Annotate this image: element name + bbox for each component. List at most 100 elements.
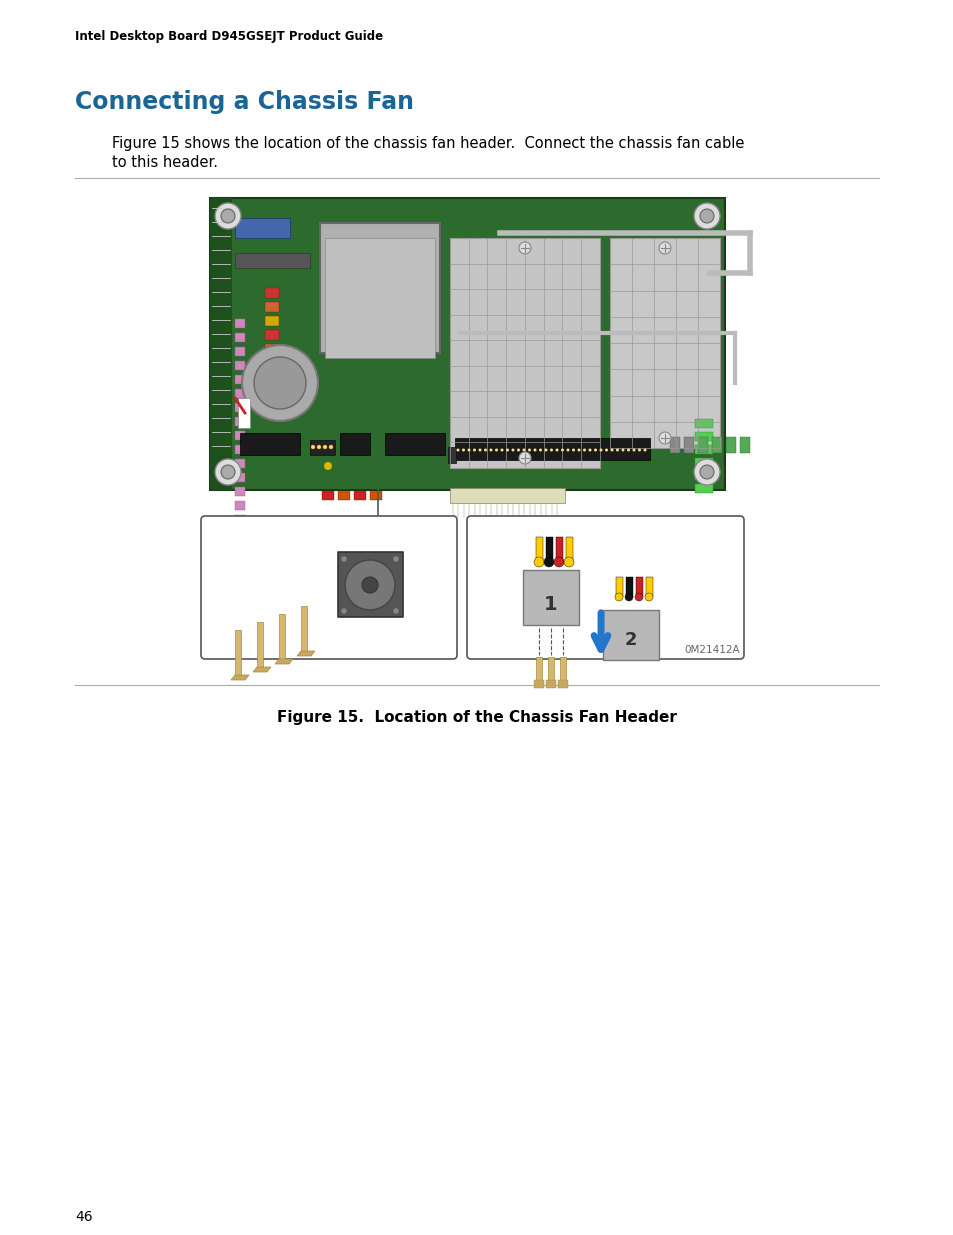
Bar <box>301 606 307 651</box>
Circle shape <box>534 557 543 567</box>
Circle shape <box>361 577 377 593</box>
Bar <box>450 238 599 468</box>
Bar <box>234 253 310 268</box>
Bar <box>234 319 245 329</box>
Circle shape <box>511 448 514 452</box>
Text: Figure 15 shows the location of the chassis fan header.  Connect the chassis fan: Figure 15 shows the location of the chas… <box>112 136 743 151</box>
FancyBboxPatch shape <box>201 516 456 659</box>
Bar <box>354 492 366 500</box>
Text: Connecting a Chassis Fan: Connecting a Chassis Fan <box>75 90 414 114</box>
Bar <box>695 432 712 441</box>
Circle shape <box>620 448 624 452</box>
Bar <box>322 492 334 500</box>
Bar <box>210 198 724 490</box>
Circle shape <box>626 448 629 452</box>
Bar <box>234 515 245 524</box>
Circle shape <box>616 448 618 452</box>
Circle shape <box>693 459 720 485</box>
Bar <box>536 657 541 685</box>
Circle shape <box>527 448 531 452</box>
Bar <box>740 437 749 453</box>
Circle shape <box>495 448 497 452</box>
Circle shape <box>221 466 234 479</box>
Circle shape <box>610 448 613 452</box>
Bar <box>711 437 721 453</box>
Circle shape <box>253 357 306 409</box>
Circle shape <box>582 448 585 452</box>
Polygon shape <box>296 651 314 656</box>
Circle shape <box>635 593 642 601</box>
Polygon shape <box>253 667 271 672</box>
Bar <box>256 622 263 667</box>
Bar <box>455 438 649 459</box>
Bar <box>234 529 245 538</box>
Circle shape <box>345 559 395 610</box>
Circle shape <box>517 448 519 452</box>
Bar <box>559 657 565 685</box>
Bar <box>636 577 642 597</box>
Bar <box>234 487 245 496</box>
Circle shape <box>544 448 547 452</box>
Circle shape <box>555 448 558 452</box>
Circle shape <box>340 608 347 614</box>
Bar <box>695 445 712 454</box>
Circle shape <box>324 462 332 471</box>
Circle shape <box>693 203 720 228</box>
Circle shape <box>518 242 531 254</box>
Bar <box>234 403 245 412</box>
Bar <box>278 614 285 659</box>
Bar <box>240 433 299 454</box>
Circle shape <box>594 448 597 452</box>
Bar <box>265 288 278 298</box>
Circle shape <box>566 448 569 452</box>
Bar <box>695 458 712 467</box>
Bar <box>602 610 659 659</box>
Text: 2: 2 <box>624 631 637 650</box>
Polygon shape <box>231 676 249 680</box>
Bar <box>625 577 633 597</box>
Circle shape <box>483 448 486 452</box>
Bar <box>698 437 707 453</box>
Bar <box>265 316 278 326</box>
Circle shape <box>632 448 635 452</box>
Bar <box>547 657 554 685</box>
Bar <box>558 680 567 688</box>
Circle shape <box>214 203 241 228</box>
Circle shape <box>659 242 670 254</box>
Bar <box>534 680 543 688</box>
Circle shape <box>340 556 347 562</box>
Bar <box>265 303 278 312</box>
Bar <box>319 224 439 353</box>
Circle shape <box>489 448 492 452</box>
Circle shape <box>505 448 509 452</box>
Bar <box>234 417 245 426</box>
Bar <box>522 571 578 625</box>
Circle shape <box>598 448 602 452</box>
Circle shape <box>242 345 317 421</box>
Circle shape <box>588 448 591 452</box>
Bar <box>450 488 564 503</box>
Bar <box>234 459 245 468</box>
Bar <box>234 431 245 440</box>
Bar <box>695 419 712 429</box>
Circle shape <box>560 448 563 452</box>
Bar <box>645 577 652 597</box>
Circle shape <box>604 448 607 452</box>
Circle shape <box>461 448 464 452</box>
Bar <box>234 361 245 370</box>
Circle shape <box>543 557 554 567</box>
Circle shape <box>572 448 575 452</box>
Circle shape <box>329 445 333 450</box>
Bar <box>339 433 370 454</box>
FancyBboxPatch shape <box>467 516 743 659</box>
Bar <box>616 577 622 597</box>
Circle shape <box>554 557 563 567</box>
Circle shape <box>478 448 481 452</box>
Circle shape <box>393 608 398 614</box>
Text: Figure 15.  Location of the Chassis Fan Header: Figure 15. Location of the Chassis Fan H… <box>276 710 677 725</box>
Bar <box>385 433 444 454</box>
Circle shape <box>500 448 503 452</box>
Circle shape <box>538 448 541 452</box>
Circle shape <box>659 432 670 445</box>
Text: Intel Desktop Board D945GSEJT Product Guide: Intel Desktop Board D945GSEJT Product Gu… <box>75 30 383 43</box>
